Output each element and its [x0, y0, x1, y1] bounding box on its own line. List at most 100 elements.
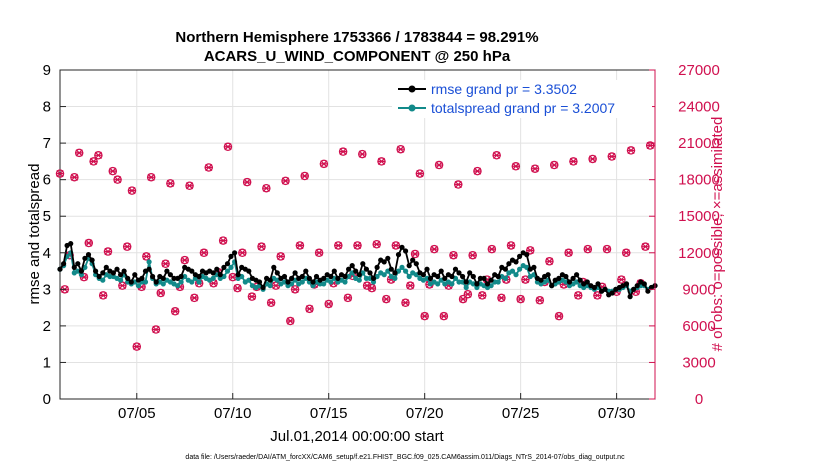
obs-assimilated-marker	[70, 173, 79, 181]
series-point-rmse	[488, 277, 494, 283]
series-point-rmse	[517, 253, 523, 259]
series-point-rmse	[335, 275, 341, 281]
series-point-rmse	[78, 268, 84, 274]
obs-assimilated-marker	[99, 291, 108, 300]
series-point-totalspread	[78, 272, 84, 278]
legend-spread-marker	[408, 104, 416, 112]
obs-assimilated-marker	[535, 296, 544, 304]
obs-assimilated-marker	[262, 184, 271, 192]
obs-assimilated-marker	[161, 260, 170, 268]
series-point-rmse	[153, 279, 159, 285]
obs-assimilated-marker	[555, 312, 564, 320]
obs-assimilated-marker	[123, 243, 132, 251]
obs-assimilated-marker	[521, 275, 530, 284]
series-point-rmse	[292, 270, 298, 276]
series-point-rmse	[410, 257, 416, 263]
series-point-rmse	[406, 263, 412, 269]
series-point-rmse	[427, 275, 434, 281]
series-point-rmse	[349, 263, 355, 269]
series-point-totalspread	[146, 259, 152, 265]
legend-rmse-label: rmse grand pr = 3.3502	[431, 81, 577, 97]
series-point-totalspread	[403, 268, 409, 274]
series-point-rmse	[82, 255, 88, 261]
series-point-totalspread	[135, 283, 141, 289]
series-point-totalspread	[346, 273, 352, 280]
obs-assimilated-marker	[339, 148, 348, 156]
series-point-rmse	[549, 283, 555, 289]
series-point-totalspread	[118, 277, 124, 283]
series-point-totalspread	[435, 281, 441, 287]
series-point-rmse	[467, 270, 473, 276]
legend: rmse grand pr = 3.3502 totalspread grand…	[392, 80, 652, 118]
plot-frame	[59, 69, 656, 400]
series-point-rmse	[566, 279, 573, 285]
obs-assimilated-marker	[622, 249, 631, 257]
series-point-rmse	[502, 266, 508, 272]
obs-assimilated-marker	[286, 317, 295, 325]
series-point-rmse	[460, 273, 466, 280]
series-point-totalspread	[328, 279, 334, 285]
series-point-rmse	[274, 270, 280, 276]
obs-assimilated-marker	[593, 291, 602, 300]
series-point-rmse	[260, 284, 266, 291]
obs-assimilated-marker	[401, 299, 410, 307]
series-point-rmse	[477, 275, 483, 281]
series-point-rmse	[285, 279, 291, 285]
series-point-rmse	[481, 275, 487, 281]
series-point-rmse	[61, 261, 67, 267]
obs-assimilated-marker	[291, 285, 300, 293]
series-point-rmse	[609, 290, 615, 296]
series-point-totalspread	[228, 264, 234, 270]
obs-assimilated-marker	[603, 245, 612, 253]
y-right-tick-label: 9000	[682, 281, 715, 298]
obs-assimilated-marker	[113, 176, 122, 184]
series-point-rmse	[96, 273, 102, 280]
obs-assimilated-marker	[132, 342, 141, 351]
obs-assimilated-marker	[185, 182, 194, 190]
obs-assimilated-marker	[627, 146, 636, 155]
obs-assimilated-marker	[276, 252, 285, 261]
series-point-rmse	[470, 273, 476, 280]
series-point-rmse	[602, 286, 608, 292]
obs-assimilated-marker	[56, 169, 64, 178]
obs-assimilated-marker	[449, 251, 458, 259]
obs-assimilated-marker	[468, 251, 477, 259]
series-point-rmse	[313, 273, 320, 280]
obs-assimilated-marker	[94, 151, 103, 159]
series-point-totalspread	[267, 283, 273, 289]
series-point-rmse	[328, 273, 334, 280]
series-point-totalspread	[210, 275, 216, 281]
chart-title-line2: ACARS_U_WIND_COMPONENT @ 250 hPa	[204, 48, 511, 65]
series-point-rmse	[381, 259, 387, 265]
series-point-rmse	[591, 284, 598, 291]
obs-assimilated-marker	[617, 275, 626, 284]
obs-assimilated-marker	[223, 143, 232, 151]
y-left-tick-label: 4	[43, 245, 51, 262]
series-point-rmse	[271, 264, 277, 270]
series-point-totalspread	[100, 277, 106, 283]
series-point-rmse	[221, 264, 227, 270]
obs-assimilated-marker	[574, 291, 583, 300]
series-point-totalspread	[509, 268, 516, 274]
y-right-tick-label: 3000	[682, 354, 715, 371]
obs-assimilated-marker	[545, 257, 554, 265]
obs-assimilated-marker	[228, 273, 237, 281]
obs-assimilated-marker	[511, 162, 520, 170]
series-point-rmse	[89, 257, 95, 263]
series-point-rmse	[634, 283, 640, 289]
series-point-rmse	[217, 272, 223, 278]
series-point-rmse	[452, 266, 459, 272]
series-point-rmse	[289, 275, 295, 281]
series-point-totalspread	[399, 264, 405, 270]
obs-assimilated-marker	[478, 291, 487, 300]
obs-assimilated-marker	[454, 180, 463, 189]
series-point-rmse	[392, 270, 398, 276]
series-point-totalspread	[182, 273, 188, 280]
x-tick-label: 07/05	[118, 405, 156, 422]
y-right-tick-label: 0	[695, 391, 703, 408]
series-point-totalspread	[363, 275, 369, 281]
series-point-rmse	[627, 294, 633, 300]
series-point-rmse	[545, 272, 551, 278]
obs-assimilated-marker	[516, 295, 525, 303]
obs-markers-layer	[55, 141, 655, 351]
